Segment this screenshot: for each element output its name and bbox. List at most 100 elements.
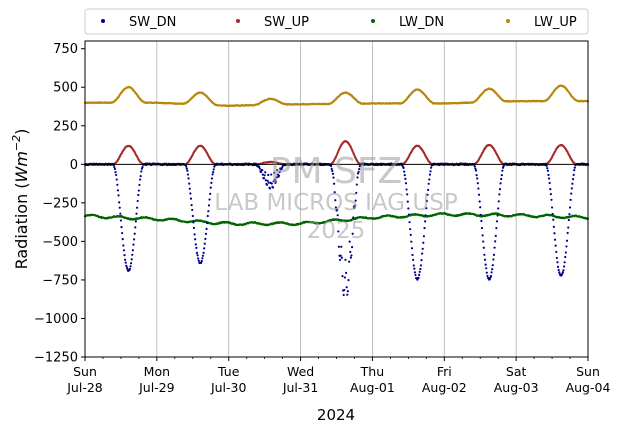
data-point [546,167,549,170]
data-point [475,174,478,177]
data-point [495,227,498,230]
data-point [567,226,570,229]
data-point [483,258,487,261]
data-point [350,246,354,249]
data-point [206,221,209,225]
data-point [420,259,423,262]
data-point [554,244,557,247]
data-point [277,174,281,177]
data-point [194,243,197,246]
data-point [347,260,351,263]
data-point [264,179,267,182]
data-point [331,169,334,172]
y-tick-label: 250 [53,119,78,134]
data-point [125,264,128,267]
data-point [546,169,549,172]
data-point [131,253,134,256]
data-point [191,214,194,218]
data-point [484,263,487,266]
data-point [547,177,551,180]
data-point [338,258,342,261]
legend-marker [236,19,240,23]
data-point [410,247,414,250]
data-point [330,164,333,168]
y-axis-label-main: Radiation ( [12,182,31,269]
data-point [495,220,499,223]
legend-box [84,8,589,35]
data-point [406,200,409,203]
data-point [563,261,566,264]
data-point [132,243,135,246]
data-point [417,276,420,279]
data-point [501,166,505,169]
data-point [119,212,122,215]
data-point [207,210,210,213]
data-point [201,254,205,257]
watermark: PM SFZ LAB MICROS IAG USP 2025 [214,151,458,244]
data-point [489,274,493,278]
data-point [121,231,124,235]
data-point [267,181,270,184]
data-point [117,194,120,197]
data-point [336,208,339,211]
data-point [131,249,134,252]
data-point [425,207,428,210]
data-point [474,169,478,172]
data-point [414,273,417,277]
data-point [332,176,335,179]
data-point [497,207,500,210]
data-point [138,183,141,187]
data-point [115,178,118,181]
data-point [135,212,138,215]
y-axis-label: Radiation (Wm−2) [10,129,31,270]
data-point [499,182,502,185]
data-point [116,189,120,192]
data-point [273,178,276,181]
data-point [485,271,488,274]
data-point [136,206,139,209]
data-point [265,183,269,186]
data-point [349,256,352,259]
data-point [262,177,266,180]
data-point [122,244,125,247]
data-point [565,245,568,248]
data-point [196,254,199,257]
data-point [355,191,358,195]
y-tick-label: 0 [70,158,78,173]
data-point [337,230,340,233]
data-point [430,166,433,169]
x-tick-label-date: Jul-30 [210,380,247,395]
data-point [124,261,127,264]
data-point [210,181,213,184]
data-point [570,192,573,195]
data-point [571,182,574,185]
data-point [333,191,336,194]
data-point [418,270,421,273]
data-point [267,173,270,177]
data-point [122,249,126,252]
data-point [333,182,336,185]
data-point [564,255,567,259]
y-tick-label: 750 [53,42,78,57]
data-point [551,212,554,216]
data-point [261,173,264,176]
data-point [483,253,486,256]
vertical-grid [84,41,589,357]
data-point [477,193,481,196]
data-point [421,252,424,255]
data-point [270,182,273,185]
x-tick-label-day: Wed [287,364,314,379]
y-tick-label: −1250 [34,351,78,366]
y-axis: 750 500 250 0 −250 −500 −750 −1000 −1250 [34,42,85,366]
data-point [355,183,358,186]
data-point [191,208,194,212]
data-point [408,221,411,224]
data-point [129,265,132,268]
x-tick-label-date: Jul-28 [66,380,103,395]
data-point [412,264,415,267]
data-point [134,220,137,223]
y-axis-label-exponent: −2 [10,135,23,151]
data-point [186,169,189,172]
data-point [205,227,208,230]
x-tick-label-date: Jul-29 [138,380,175,395]
